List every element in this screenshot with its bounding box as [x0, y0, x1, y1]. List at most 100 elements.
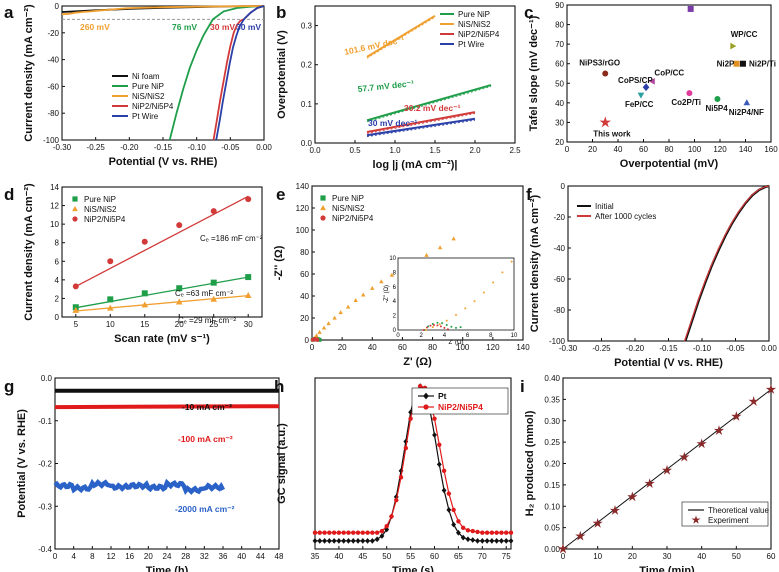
data-point: [384, 524, 389, 529]
point-label: Co2P/Ti: [671, 98, 701, 107]
series-line-1: [168, 5, 265, 141]
x-tick-label: 100: [688, 145, 702, 154]
inset-x-tick: 6: [466, 333, 470, 339]
data-point: [446, 491, 452, 496]
annotation-label: 76 mV: [172, 22, 197, 32]
y-tick-label: 80: [555, 21, 564, 30]
data-point: [424, 252, 429, 257]
data-point: [365, 530, 370, 535]
x-tick-label: 65: [454, 552, 463, 561]
x-tick-label: 15: [140, 320, 149, 329]
y-axis-label: Current density (mA cm⁻²): [529, 194, 541, 332]
inset-point: [436, 321, 439, 324]
data-point: [489, 530, 495, 535]
legend-label: After 1000 cycles: [595, 212, 656, 221]
data-point: [106, 304, 114, 311]
x-tick-label: 120: [486, 343, 500, 352]
plot-frame-d: [61, 186, 263, 318]
y-tick-label: 120: [296, 204, 310, 213]
data-point: [739, 60, 746, 67]
panel-d: d 5 10 15 20 25 30 0 2 4 6 8 10 12 14 Scan rate (mV s⁻¹…: [4, 183, 263, 345]
x-tick-label: -0.30: [559, 344, 578, 353]
data-point: [314, 333, 319, 338]
y-tick-label: 10: [50, 220, 59, 229]
y-tick-label: -60: [47, 82, 59, 91]
inset-point: [432, 323, 435, 326]
plot-frame-b: [314, 5, 516, 144]
legend-label: NiP2/Ni5P4: [458, 30, 500, 39]
data-point: [475, 529, 480, 535]
inset-x-tick: 8: [489, 333, 493, 339]
data-point: [765, 384, 777, 394]
x-axis-label: log |j (mA cm⁻²)|: [373, 159, 458, 171]
series-line-4: [215, 5, 265, 141]
y-tick-label: 90: [555, 1, 564, 10]
data-point: [679, 451, 690, 462]
data-point: [446, 507, 452, 513]
inset-point: [445, 323, 448, 326]
legend-label: Initial: [595, 202, 614, 211]
data-point: [345, 304, 351, 309]
inset-point: [450, 325, 453, 328]
annotation-label: 57.7 mV dec⁻¹: [357, 78, 414, 94]
y-tick-label: 40: [300, 292, 309, 301]
data-point: [437, 245, 443, 250]
y-tick-label: 20: [300, 314, 309, 323]
x-axis-label: Potential (V vs. RHE): [614, 357, 723, 369]
data-point: [175, 298, 183, 305]
inset-y-tick: 8: [393, 270, 397, 276]
data-point: [479, 537, 485, 544]
data-point: [361, 292, 366, 297]
inset-point: [473, 300, 476, 303]
inset-point: [492, 281, 495, 284]
annotation-label: Cₑ =63 mF cm⁻²: [175, 289, 233, 298]
x-tick-label: 140: [516, 343, 530, 352]
x-tick-label: 2.0: [469, 146, 481, 155]
data-point: [332, 315, 337, 320]
panel-c: c0 20 40 60 80 100 120 140 1602030405060708090Ov…: [524, 0, 778, 170]
data-point: [210, 208, 217, 215]
plot-frame-h: [314, 377, 512, 550]
data-point: [403, 445, 409, 451]
y-tick-label: 12: [50, 202, 59, 211]
y-tick-label: 50: [555, 79, 564, 88]
y-tick-label: -100: [549, 337, 566, 346]
series-line-0: [366, 84, 492, 122]
fit-line-1: [75, 276, 249, 309]
data-point: [470, 528, 475, 534]
x-tick-label: 60: [639, 145, 648, 154]
annotation-label: -10 mA cm⁻²: [182, 402, 232, 412]
inset-x-label: Z' (Ω): [449, 340, 464, 346]
data-point: [312, 530, 318, 535]
y-tick-label: 30: [555, 118, 564, 127]
y-tick-label: 0.00: [544, 545, 560, 554]
data-point: [484, 537, 490, 544]
inset-y-label: -Z'' (Ω): [384, 285, 390, 303]
legend-label: NiP2/Ni5P4: [84, 215, 126, 224]
data-point: [508, 530, 514, 535]
y-tick-label: -80: [553, 306, 565, 315]
legend-marker: [320, 195, 326, 201]
data-point: [714, 95, 721, 102]
inset-point: [510, 260, 513, 263]
x-tick-label: 20: [338, 343, 347, 352]
data-point: [465, 536, 471, 543]
x-tick-label: 48: [275, 552, 284, 561]
x-axis-label: Overpotential (mV): [620, 158, 719, 170]
y-tick-label: 4: [55, 276, 60, 285]
data-point: [686, 90, 693, 97]
legend-marker: [320, 204, 326, 211]
y-tick-label: 0.10: [544, 502, 560, 511]
x-tick-label: 10: [593, 552, 602, 561]
x-tick-label: 36: [219, 552, 228, 561]
inset-point: [422, 329, 425, 331]
data-point: [374, 530, 380, 535]
y-tick-label: 6: [55, 257, 60, 266]
legend-label: Theoretical value: [708, 506, 769, 515]
inset-y-tick: 10: [389, 256, 396, 262]
inset-y-tick: 2: [393, 314, 397, 320]
legend-label: Pure NiP: [132, 82, 164, 91]
y-tick-label: 14: [50, 183, 59, 192]
x-tick-label: -0.10: [188, 143, 207, 152]
legend-marker: [423, 404, 429, 410]
